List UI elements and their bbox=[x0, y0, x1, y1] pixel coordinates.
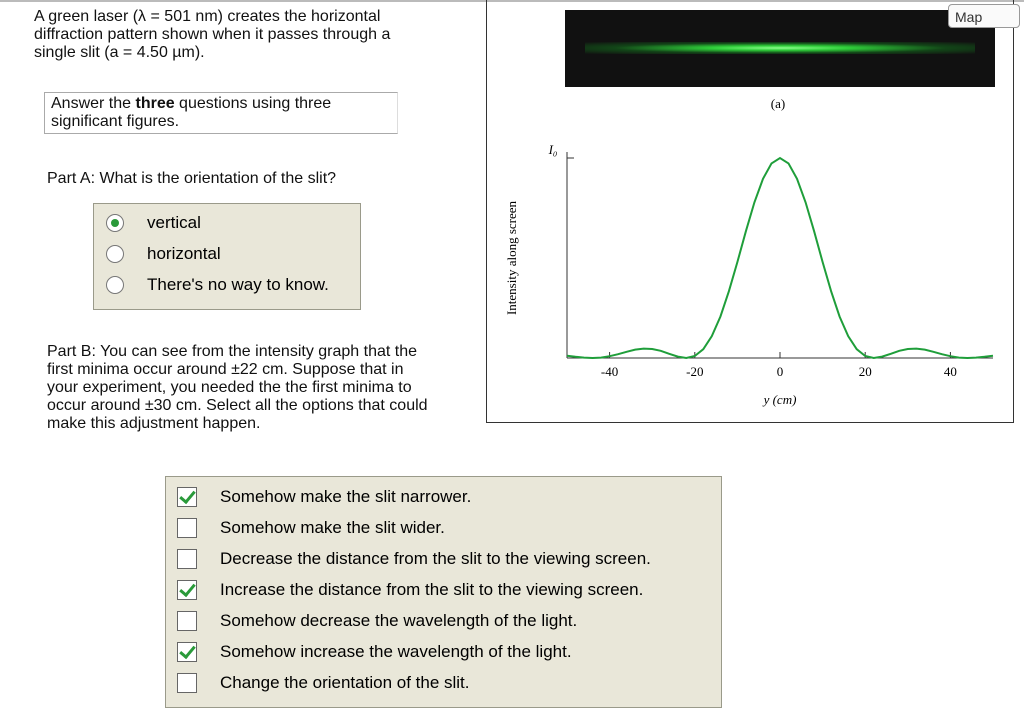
map-button[interactable]: Map bbox=[948, 4, 1020, 28]
radio-label: vertical bbox=[147, 213, 201, 232]
checkbox[interactable] bbox=[177, 518, 197, 538]
radio-label: There's no way to know. bbox=[147, 275, 329, 294]
top-border bbox=[0, 0, 1024, 2]
checkbox-label: Somehow make the slit narrower. bbox=[220, 487, 472, 506]
radio-button[interactable] bbox=[106, 276, 124, 294]
check-mark bbox=[179, 641, 196, 660]
chart: (a) -40 -20 0 20 40 I₀ y (cm) Intensity along s… bbox=[504, 96, 994, 407]
intensity-curve bbox=[566, 156, 994, 360]
text: three bbox=[135, 95, 175, 112]
x-axis-label: y (cm) bbox=[762, 392, 797, 407]
text: Answer the bbox=[51, 95, 136, 112]
figure-frame bbox=[486, 0, 1014, 423]
checkbox[interactable] bbox=[177, 549, 197, 569]
check-mark bbox=[179, 579, 196, 598]
instructions: Answer the three questions using three s… bbox=[44, 92, 398, 134]
part-a-question: Part A: What is the orientation of the s… bbox=[47, 170, 336, 188]
radio-label: horizontal bbox=[147, 244, 221, 263]
checkbox[interactable] bbox=[177, 611, 197, 631]
checkbox-label: Somehow increase the wavelength of the l… bbox=[220, 642, 572, 661]
part-label: Part A bbox=[47, 170, 91, 187]
checkbox-label: Somehow decrease the wavelength of the l… bbox=[220, 611, 578, 630]
figure-label: (a) bbox=[771, 96, 785, 111]
text: questions using three significant figure… bbox=[51, 95, 332, 130]
radio-panel: vertical horizontal There's no way to know… bbox=[93, 203, 361, 310]
intro: A green laser (λ = 501 nm) creates the h… bbox=[34, 8, 391, 61]
checkbox[interactable] bbox=[177, 579, 197, 600]
map-label: Map bbox=[955, 9, 983, 25]
radio-dot bbox=[111, 219, 119, 227]
checkbox-panel: Somehow make the slit narrower. Somehow m… bbox=[165, 476, 722, 708]
radio-button[interactable] bbox=[106, 245, 124, 263]
radio-button[interactable] bbox=[106, 214, 124, 232]
x-tick-label: -20 bbox=[686, 364, 703, 379]
checkbox[interactable] bbox=[177, 673, 197, 693]
checkbox-label: Increase the distance from the slit to t… bbox=[220, 580, 644, 599]
x-tick-label: 0 bbox=[777, 364, 784, 379]
check-mark bbox=[179, 486, 196, 505]
question: : You can see from the intensity graph t… bbox=[47, 343, 428, 432]
x-tick-label: 40 bbox=[944, 364, 957, 379]
checkbox-label: Decrease the distance from the slit to t… bbox=[220, 549, 651, 568]
laser-glow bbox=[585, 42, 975, 54]
checkbox[interactable] bbox=[177, 486, 197, 507]
x-tick-label: 20 bbox=[859, 364, 872, 379]
part-b-question: Part B: You can see from the intensity g… bbox=[47, 343, 432, 433]
checkbox-label: Change the orientation of the slit. bbox=[220, 673, 470, 692]
checkbox[interactable] bbox=[177, 641, 197, 662]
laser-image bbox=[565, 10, 995, 87]
y-axis-label: Intensity along screen bbox=[504, 200, 519, 315]
y-tick-label: I₀ bbox=[548, 142, 558, 157]
x-tick-label: -40 bbox=[601, 364, 618, 379]
question: : What is the orientation of the slit? bbox=[90, 170, 337, 187]
part-label: Part B bbox=[47, 343, 92, 360]
checkbox-label: Somehow make the slit wider. bbox=[220, 518, 445, 537]
